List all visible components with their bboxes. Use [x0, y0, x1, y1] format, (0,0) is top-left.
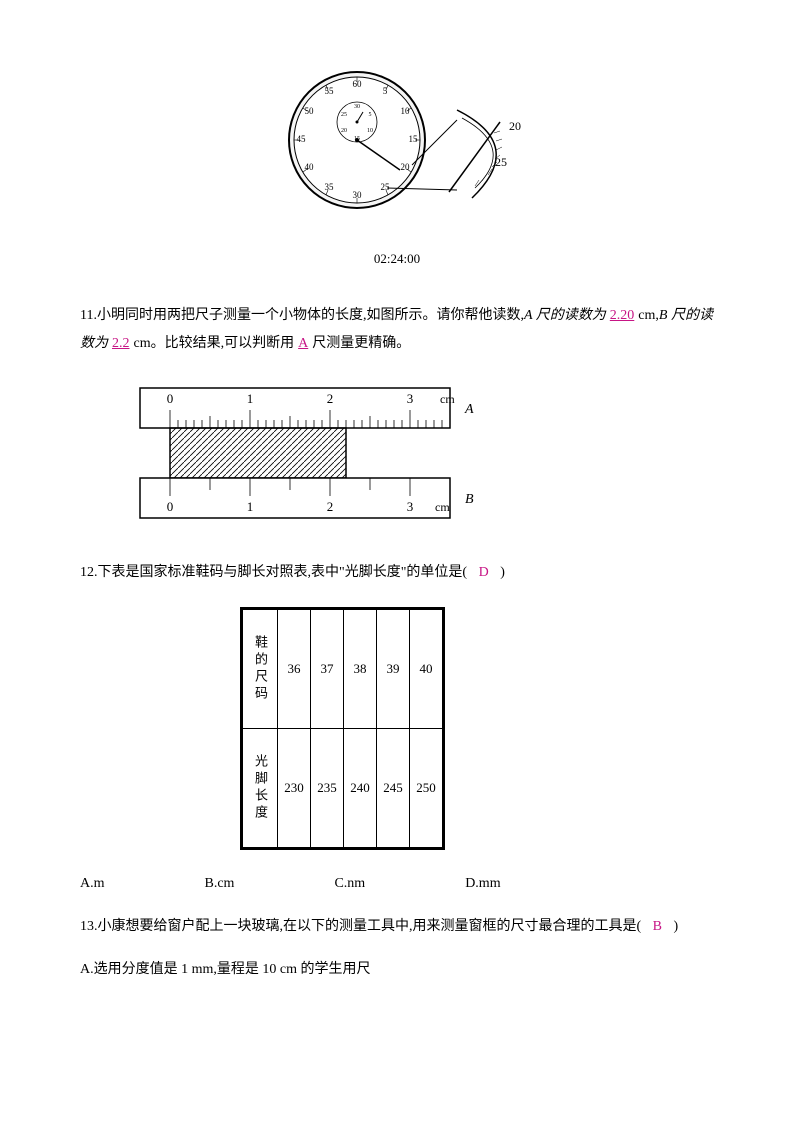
option-a: A.m	[80, 870, 105, 898]
question-12: 12.下表是国家标准鞋码与脚长对照表,表中"光脚长度"的单位是( D )	[80, 559, 714, 587]
svg-text:B: B	[465, 492, 474, 507]
question-13: 13.小康想要给窗户配上一块玻璃,在以下的测量工具中,用来测量窗框的尺寸最合理的…	[80, 913, 714, 941]
q11-answer-ruler: A	[294, 336, 312, 351]
svg-text:20: 20	[509, 119, 521, 133]
stopwatch-svg: 60 5 10 15 20 25 30 35 40 45 50 55 30 5	[257, 60, 537, 235]
svg-text:15: 15	[409, 134, 419, 144]
shoe-table: 鞋的尺码 36 37 38 39 40 光脚长度 230 235 240 245…	[240, 607, 714, 850]
stopwatch-figure: 60 5 10 15 20 25 30 35 40 45 50 55 30 5	[80, 60, 714, 272]
svg-text:25: 25	[381, 182, 391, 192]
svg-text:25: 25	[495, 155, 507, 169]
option-b: B.cm	[205, 870, 235, 898]
svg-text:3: 3	[407, 391, 414, 406]
svg-text:10: 10	[401, 106, 411, 116]
ruler-figure: 0 1 2 3 cm A 0 1 2 3	[130, 378, 714, 539]
svg-text:1: 1	[247, 391, 254, 406]
svg-text:10: 10	[367, 128, 373, 134]
svg-text:2: 2	[327, 391, 334, 406]
svg-text:3: 3	[407, 499, 414, 514]
option-c: C.nm	[334, 870, 365, 898]
svg-text:40: 40	[305, 162, 315, 172]
stopwatch-time: 02:24:00	[80, 246, 714, 272]
svg-text:1: 1	[247, 499, 254, 514]
q12-answer: D	[471, 565, 497, 580]
q12-options: A.m B.cm C.nm D.mm	[80, 870, 714, 898]
q13-answer: B	[645, 919, 670, 934]
svg-text:25: 25	[341, 112, 347, 118]
svg-text:50: 50	[305, 106, 315, 116]
svg-text:2: 2	[327, 499, 334, 514]
svg-text:cm: cm	[435, 500, 450, 514]
option-d: D.mm	[465, 870, 500, 898]
svg-text:0: 0	[167, 499, 174, 514]
q13-option-a: A.选用分度值是 1 mm,量程是 10 cm 的学生用尺	[80, 956, 714, 984]
svg-text:0: 0	[167, 391, 174, 406]
q11-answer-b: 2.2	[108, 336, 134, 351]
svg-text:35: 35	[325, 182, 335, 192]
svg-text:30: 30	[354, 104, 360, 110]
svg-text:cm: cm	[440, 392, 455, 406]
svg-text:45: 45	[297, 134, 307, 144]
question-11: 11.小明同时用两把尺子测量一个小物体的长度,如图所示。请你帮他读数,A 尺的读…	[80, 302, 714, 358]
q11-answer-a: 2.20	[606, 308, 639, 323]
q11-prefix: 11.小明同时用两把尺子测量一个小物体的长度,如图所示。请你帮他读数,	[80, 308, 524, 323]
svg-text:A: A	[464, 402, 474, 417]
ruler-svg: 0 1 2 3 cm A 0 1 2 3	[130, 378, 510, 528]
svg-text:20: 20	[341, 128, 347, 134]
svg-text:5: 5	[369, 112, 372, 118]
svg-text:55: 55	[325, 86, 335, 96]
